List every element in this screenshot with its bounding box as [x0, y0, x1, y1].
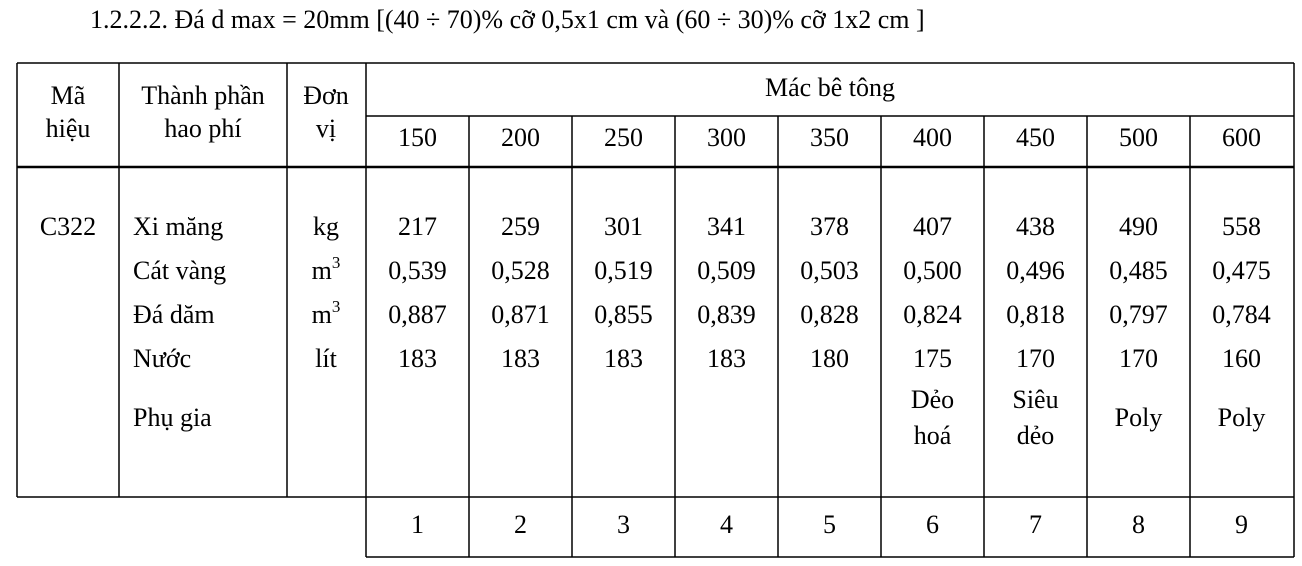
unit-cell: lít: [315, 344, 337, 373]
column-number: 4: [720, 510, 733, 539]
value-cell: 183: [501, 344, 540, 373]
value-cell: 0,828: [800, 300, 859, 329]
value-cell: 0,871: [491, 300, 550, 329]
additive-cell: Poly: [1115, 403, 1163, 432]
value-cell: 175: [913, 344, 952, 373]
value-cell: 0,539: [388, 256, 447, 285]
value-cell: 558: [1222, 212, 1261, 241]
header-grade-group: Mác bê tông: [765, 73, 895, 102]
unit-text: m: [312, 300, 332, 329]
column-number: 3: [617, 510, 630, 539]
value-cell: 0,797: [1109, 300, 1168, 329]
header-code: Mã: [51, 81, 86, 110]
value-cell: 301: [604, 212, 643, 241]
column-number: 5: [823, 510, 836, 539]
component-cell: Xi măng: [133, 212, 223, 241]
table-grid: [16, 62, 1295, 558]
component-cell: Đá dăm: [133, 300, 215, 329]
value-cell: 0,500: [903, 256, 962, 285]
value-cell: 0,824: [903, 300, 962, 329]
grade-header: 350: [810, 123, 849, 152]
header-code: hiệu: [46, 114, 91, 143]
unit-cell: kg: [313, 212, 339, 241]
component-cell: Phụ gia: [133, 403, 212, 432]
unit-cell: m3: [312, 253, 341, 285]
unit-cell: m3: [312, 297, 341, 329]
grade-header: 200: [501, 123, 540, 152]
column-number: 6: [926, 510, 939, 539]
value-cell: 183: [707, 344, 746, 373]
value-cell: 183: [604, 344, 643, 373]
value-cell: 180: [810, 344, 849, 373]
header-component: Thành phần: [141, 81, 264, 110]
additive-cell: hoá: [914, 421, 952, 450]
grade-header: 450: [1016, 123, 1055, 152]
value-cell: 438: [1016, 212, 1055, 241]
value-cell: 490: [1119, 212, 1158, 241]
value-cell: 407: [913, 212, 952, 241]
unit-text: m: [312, 256, 332, 285]
unit-superscript: 3: [332, 297, 341, 316]
unit-superscript: 3: [332, 253, 341, 272]
code-cell: C322: [40, 212, 96, 241]
value-cell: 183: [398, 344, 437, 373]
value-cell: 378: [810, 212, 849, 241]
grade-header: 250: [604, 123, 643, 152]
additive-cell: Poly: [1218, 403, 1266, 432]
component-cell: Nước: [133, 344, 191, 373]
value-cell: 341: [707, 212, 746, 241]
header-component: hao phí: [164, 114, 241, 143]
column-number: 2: [514, 510, 527, 539]
value-cell: 0,519: [594, 256, 653, 285]
value-cell: 0,509: [697, 256, 756, 285]
value-cell: 170: [1016, 344, 1055, 373]
value-cell: 0,475: [1212, 256, 1271, 285]
header-unit: vị: [316, 114, 336, 143]
column-number: 8: [1132, 510, 1145, 539]
value-cell: 0,784: [1212, 300, 1271, 329]
value-cell: 217: [398, 212, 437, 241]
value-cell: 170: [1119, 344, 1158, 373]
unit-text: lít: [315, 344, 337, 373]
additive-cell: Siêu: [1012, 385, 1058, 414]
column-number: 9: [1235, 510, 1248, 539]
additive-cell: Dẻo: [911, 385, 954, 414]
additive-cell: dẻo: [1017, 421, 1055, 450]
unit-text: kg: [313, 212, 339, 241]
value-cell: 0,528: [491, 256, 550, 285]
header-unit: Đơn: [303, 81, 349, 110]
component-cell: Cát vàng: [133, 256, 226, 285]
section-title: 1.2.2.2. Đá d max = 20mm [(40 ÷ 70)% cỡ …: [90, 5, 925, 34]
grade-header: 400: [913, 123, 952, 152]
column-number: 7: [1029, 510, 1042, 539]
value-cell: 0,496: [1006, 256, 1065, 285]
grade-header: 150: [398, 123, 437, 152]
column-number: 1: [411, 510, 424, 539]
value-cell: 259: [501, 212, 540, 241]
value-cell: 0,503: [800, 256, 859, 285]
grade-header: 300: [707, 123, 746, 152]
value-cell: 0,839: [697, 300, 756, 329]
grade-header: 600: [1222, 123, 1261, 152]
value-cell: 0,485: [1109, 256, 1168, 285]
value-cell: 0,887: [388, 300, 447, 329]
value-cell: 0,855: [594, 300, 653, 329]
value-cell: 160: [1222, 344, 1261, 373]
grade-header: 500: [1119, 123, 1158, 152]
value-cell: 0,818: [1006, 300, 1065, 329]
